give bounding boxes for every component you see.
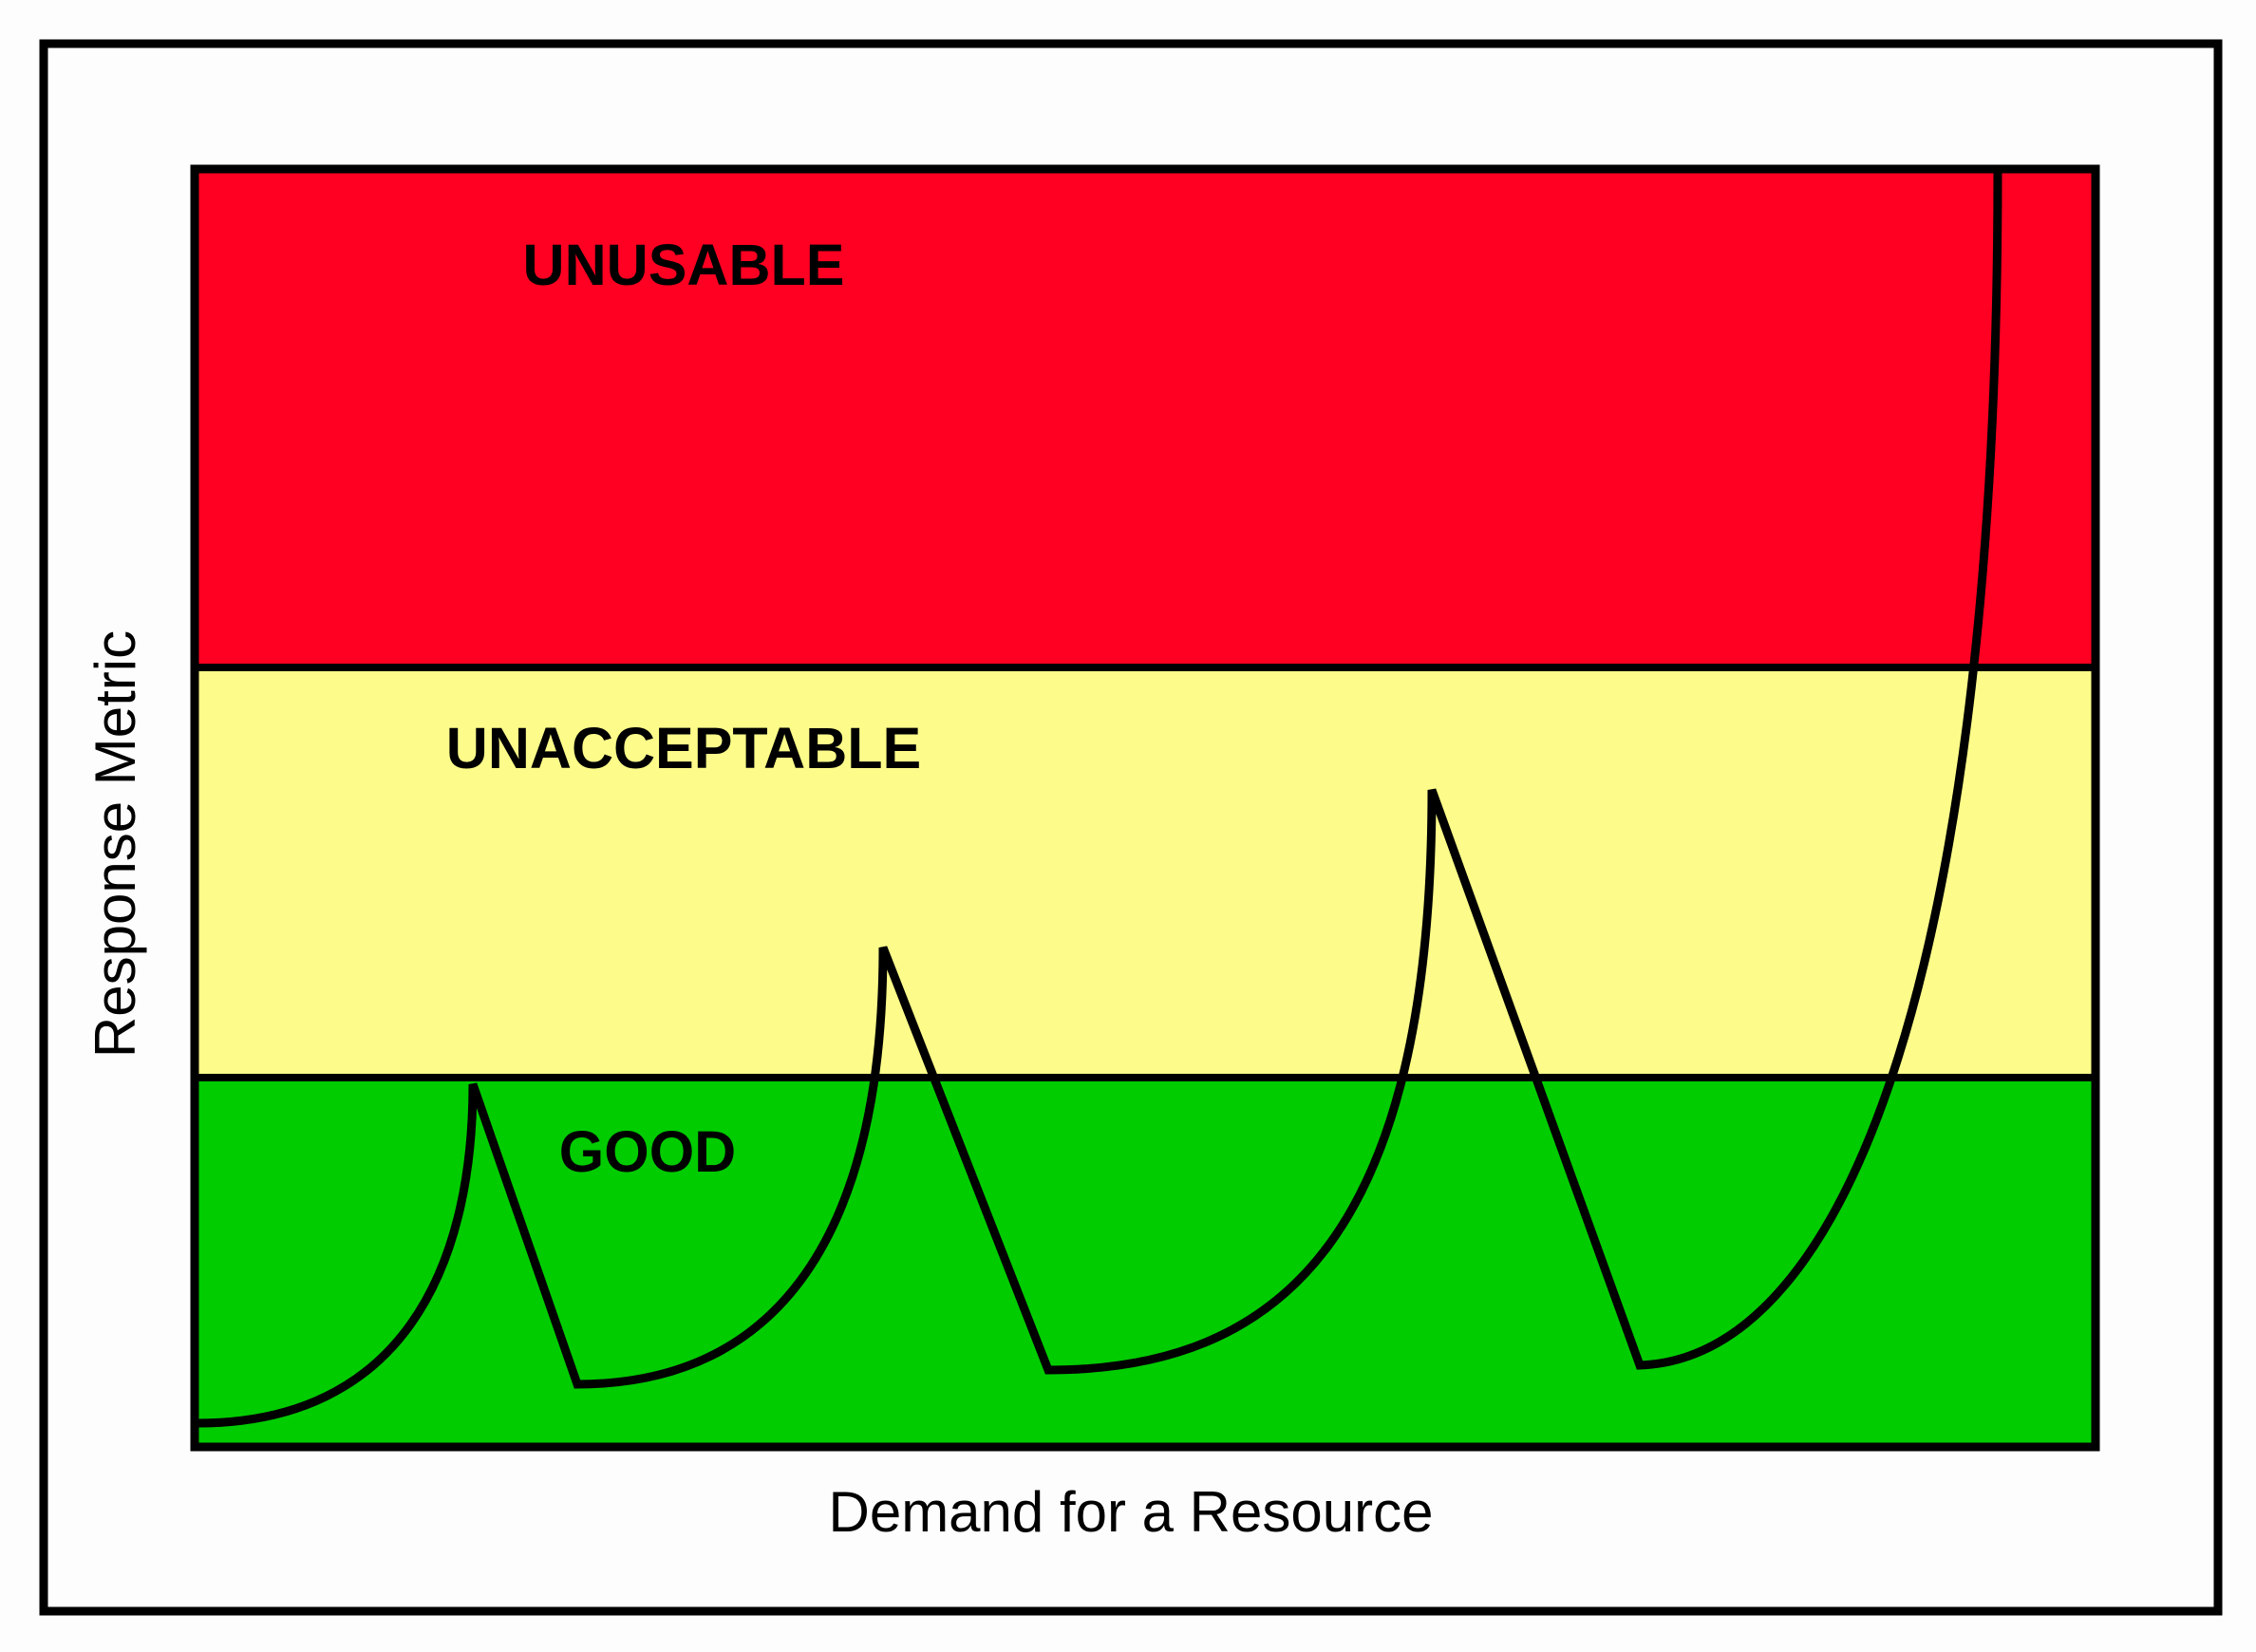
zone-label: UNACCEPTABLE (446, 716, 921, 780)
zone-unusable (195, 169, 2096, 667)
plot-frame (190, 164, 2100, 1452)
response-curve (197, 172, 2002, 1428)
zone-label: GOOD (559, 1119, 736, 1184)
y-axis-label: Response Metric (84, 630, 147, 1058)
zone-label: UNUSABLE (523, 233, 845, 297)
zone-unacceptable (195, 667, 2096, 1078)
zone-good (195, 1078, 2096, 1447)
x-axis-label: Demand for a Resource (829, 1480, 1434, 1544)
